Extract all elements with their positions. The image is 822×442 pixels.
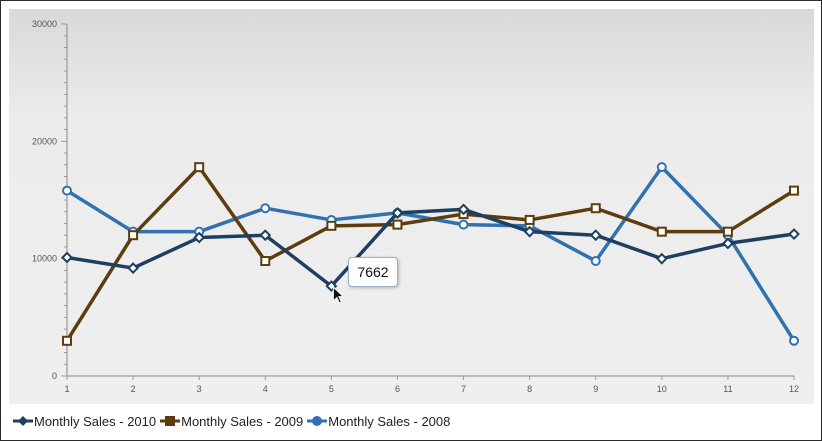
data-point[interactable] xyxy=(789,185,799,196)
data-point[interactable] xyxy=(259,229,272,242)
value-tooltip: 7662 xyxy=(348,257,398,287)
data-point[interactable] xyxy=(590,203,601,214)
plot-background xyxy=(9,9,814,404)
data-point[interactable] xyxy=(62,185,72,196)
data-point[interactable] xyxy=(61,251,73,264)
y-tick-label: 10000 xyxy=(32,254,57,264)
data-point[interactable] xyxy=(655,252,668,265)
data-point[interactable] xyxy=(260,256,271,267)
data-point[interactable] xyxy=(260,203,271,214)
data-point[interactable] xyxy=(722,226,733,237)
x-tick-label: 8 xyxy=(527,384,532,394)
x-tick-label: 11 xyxy=(723,384,732,394)
x-tick-label: 5 xyxy=(329,384,334,394)
data-point[interactable] xyxy=(656,162,667,173)
data-point[interactable] xyxy=(326,220,337,231)
data-point[interactable] xyxy=(391,206,404,219)
y-tick-label: 30000 xyxy=(32,19,57,29)
legend-label-2010: Monthly Sales - 2010 xyxy=(34,413,157,429)
tooltip-text: 7662 xyxy=(357,264,389,280)
data-point[interactable] xyxy=(590,256,601,267)
data-point[interactable] xyxy=(656,226,667,237)
data-point[interactable] xyxy=(524,214,535,225)
x-tick-label: 12 xyxy=(789,384,799,394)
data-point[interactable] xyxy=(193,231,206,244)
x-tick-label: 10 xyxy=(657,384,667,394)
legend-label-2008: Monthly Sales - 2008 xyxy=(328,413,451,429)
data-point[interactable] xyxy=(523,225,536,238)
data-point[interactable] xyxy=(589,229,602,242)
mouse-pointer-icon xyxy=(332,285,345,304)
legend-swatch-2009-icon xyxy=(160,416,181,426)
series-group-1 xyxy=(62,162,799,346)
data-point[interactable] xyxy=(392,219,403,230)
legend-swatch-2008-icon xyxy=(307,416,328,426)
data-point[interactable] xyxy=(62,335,72,346)
x-tick-label: 4 xyxy=(263,384,268,394)
data-point[interactable] xyxy=(128,230,139,241)
x-tick-label: 6 xyxy=(395,384,400,394)
series-layer xyxy=(61,162,800,346)
legend-item-2009[interactable]: Monthly Sales - 2009 xyxy=(160,414,303,429)
legend-item-2008[interactable]: Monthly Sales - 2008 xyxy=(307,414,450,429)
x-tick-label: 1 xyxy=(64,384,69,394)
data-point[interactable] xyxy=(458,219,469,230)
series-line xyxy=(65,165,795,342)
data-point[interactable] xyxy=(457,203,470,216)
x-tick-label: 3 xyxy=(197,384,202,394)
legend-swatch-2010-icon xyxy=(13,416,33,426)
x-tick-label: 7 xyxy=(461,384,466,394)
legend-item-2010[interactable]: Monthly Sales - 2010 xyxy=(13,414,156,429)
series-line xyxy=(66,207,795,288)
x-tick-label: 9 xyxy=(593,384,598,394)
legend-label-2009: Monthly Sales - 2009 xyxy=(181,413,304,429)
y-tick-label: 20000 xyxy=(32,136,57,146)
series-group-0 xyxy=(61,203,800,293)
data-point[interactable] xyxy=(788,228,800,240)
data-point[interactable] xyxy=(194,162,205,173)
data-point[interactable] xyxy=(789,335,799,346)
legend: Monthly Sales - 2010 Monthly Sales - 200… xyxy=(13,412,454,430)
data-point[interactable] xyxy=(721,237,734,250)
x-tick-label: 2 xyxy=(131,384,136,394)
data-point[interactable] xyxy=(127,262,140,274)
y-tick-label: 0 xyxy=(52,371,57,381)
